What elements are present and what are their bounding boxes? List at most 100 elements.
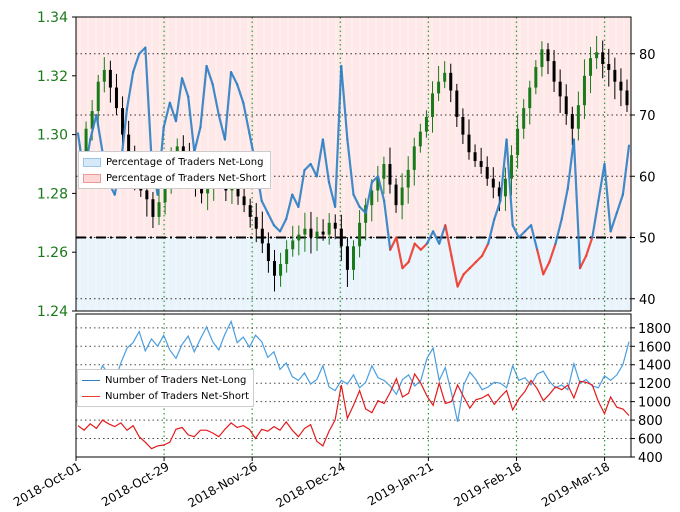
percent-segment (187, 95, 196, 153)
percent-segment (364, 181, 373, 215)
y-left-tick-label: 1.30 (37, 128, 68, 144)
candle-body (473, 152, 477, 162)
candle-body (84, 128, 88, 156)
percent-segment (585, 236, 594, 257)
candle-body (339, 228, 343, 247)
percent-segment (162, 101, 171, 129)
percent-segment (321, 138, 331, 184)
y-bottom-tick-label: 400 (638, 451, 663, 466)
percent-segment (291, 193, 300, 208)
percent-segment (413, 242, 422, 251)
percent-segment (229, 71, 239, 86)
percent-segment (125, 71, 135, 110)
percent-segment (334, 64, 343, 208)
candle-body (345, 246, 349, 270)
percent-segment (327, 181, 337, 208)
candle-body (503, 178, 507, 197)
percent-segment (309, 162, 318, 178)
candle-body (242, 196, 246, 206)
candle-body (382, 164, 386, 179)
legend-entry-count-long: Number of Traders Net-Long (82, 372, 249, 388)
percent-segment (199, 64, 208, 129)
percent-segment (180, 77, 190, 98)
percent-segment (493, 199, 502, 221)
candle-body (303, 228, 307, 235)
candle-body (528, 87, 532, 109)
candle-body (431, 93, 435, 117)
candle-body (497, 187, 501, 197)
percent-segment (297, 169, 306, 208)
candle-body (534, 66, 538, 88)
percent-segment (340, 64, 349, 141)
legend-swatch-net-long (83, 157, 101, 167)
percent-segment (480, 242, 490, 257)
candle-body (333, 222, 337, 229)
percent-segment (499, 138, 508, 202)
y-bottom-tick-label: 1400 (638, 359, 671, 374)
candle-body (589, 58, 593, 76)
percent-segment (517, 230, 527, 239)
legend-line-count-short (82, 395, 100, 397)
candle-body (455, 90, 459, 117)
percent-segment (303, 162, 312, 172)
y-right-tick-label: 40 (639, 293, 656, 308)
percent-segment (278, 218, 288, 233)
percent-segment (621, 144, 631, 196)
candle-body (546, 49, 550, 62)
legend-entry-count-short: Number of Traders Net-Short (82, 388, 249, 404)
candle-body (443, 72, 447, 82)
candle-body (522, 108, 526, 129)
percent-segment (174, 77, 184, 123)
y-bottom-tick-label: 1600 (638, 340, 671, 355)
y-right-tick-label: 70 (639, 109, 656, 124)
legend-label-net-short: Percentage of Traders Net-Short (106, 172, 267, 184)
percent-segment (132, 52, 141, 74)
candle-body (163, 184, 167, 203)
candle-body (607, 64, 611, 70)
legend-traders-count: Number of Traders Net-Long Number of Tra… (77, 369, 255, 407)
percent-segment (431, 230, 441, 245)
candle-body (151, 199, 155, 217)
candle-body (266, 243, 270, 262)
candle-body (181, 146, 185, 156)
candle-body (595, 52, 599, 59)
candle-body (321, 231, 325, 235)
percent-segment (352, 193, 361, 208)
candle-body (248, 205, 252, 217)
percent-segment (597, 162, 606, 202)
percent-segment (236, 83, 245, 104)
y-bottom-tick-label: 1000 (638, 396, 671, 411)
candle-body (491, 178, 495, 188)
candle-body (145, 190, 149, 200)
percent-segment (217, 113, 227, 141)
percent-segment (211, 83, 220, 117)
percent-segment (193, 126, 202, 153)
candle-body (309, 228, 313, 238)
y-left-tick-label: 1.32 (37, 69, 68, 85)
candle-body (102, 69, 106, 82)
candle-body (485, 166, 489, 179)
candle-body (540, 49, 544, 67)
y-bottom-tick-label: 1800 (638, 322, 671, 337)
percent-segment (566, 138, 576, 190)
candle-body (570, 114, 574, 129)
percent-segment (462, 267, 471, 276)
legend-label-count-short: Number of Traders Net-Short (105, 390, 250, 402)
candle-body (552, 61, 556, 82)
y-bottom-tick-label: 800 (638, 414, 663, 429)
bottom-panel-frame (75, 313, 632, 458)
candle-body (297, 234, 301, 241)
percent-segment (456, 273, 465, 288)
candle-body (291, 240, 295, 250)
percent-segment (615, 193, 624, 215)
candle-body (114, 87, 118, 109)
candle-body (272, 261, 276, 276)
candle-body (121, 108, 125, 135)
y-right-tick-label: 60 (639, 170, 656, 185)
candle-body (358, 222, 362, 247)
y-right-tick-label: 50 (639, 232, 656, 247)
y-bottom-tick-label: 1200 (638, 377, 671, 392)
percent-segment (272, 224, 282, 233)
candle-body (352, 246, 355, 270)
percent-segment (346, 138, 355, 196)
